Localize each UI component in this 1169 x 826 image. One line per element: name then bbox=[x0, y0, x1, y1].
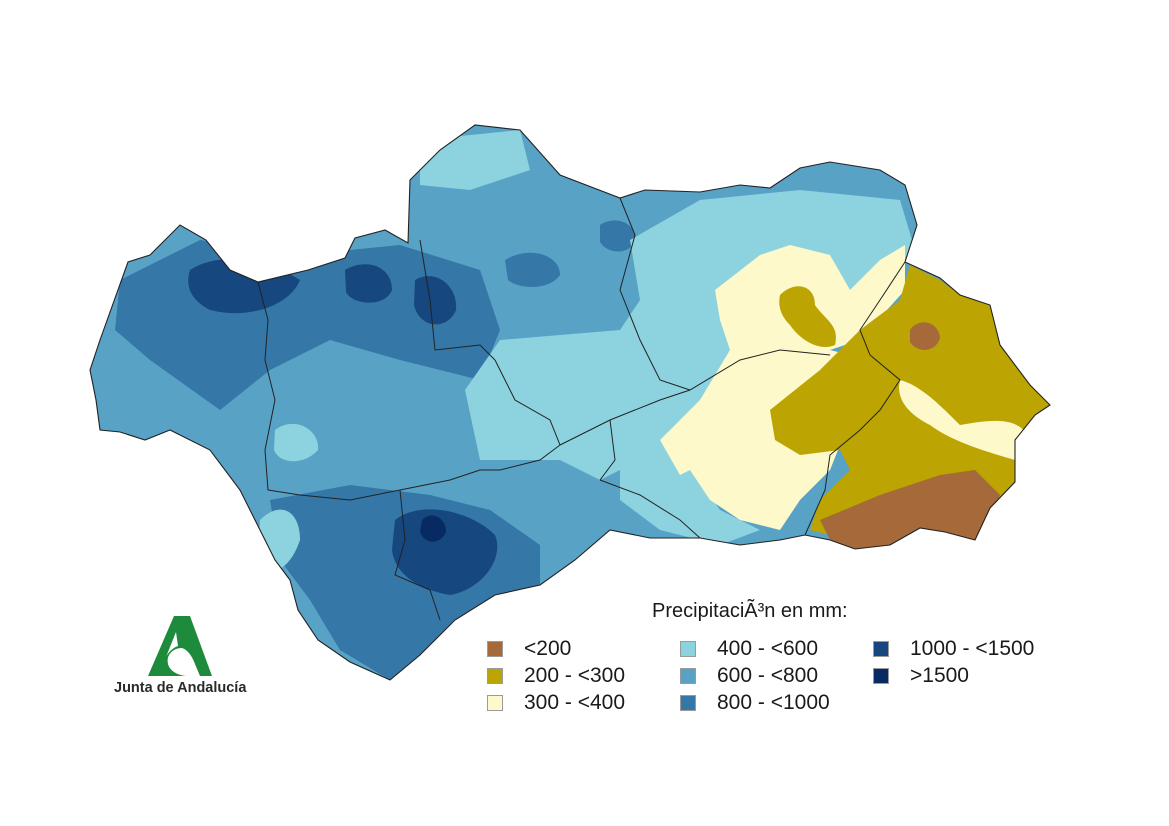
border-malaga-granada-south bbox=[599, 479, 701, 539]
legend-swatch bbox=[873, 641, 889, 657]
zone-1000-1500-sierra-norte bbox=[345, 264, 392, 303]
logo-a-symbol bbox=[148, 616, 212, 676]
border-huelva-sevilla bbox=[257, 281, 276, 491]
legend-item-400-600: 400 - <600 bbox=[680, 637, 818, 661]
legend-swatch bbox=[487, 695, 503, 711]
legend-title: PrecipitaciÃ³n en mm: bbox=[652, 600, 848, 622]
legend-item-800-1000: 800 - <1000 bbox=[680, 691, 830, 715]
andalusia-outline bbox=[89, 124, 1051, 681]
border-malaga-granada-west bbox=[599, 419, 616, 481]
junta-de-andalucia-logo bbox=[148, 616, 212, 676]
zone-under-200-baza-core bbox=[910, 322, 940, 350]
legend-item-200-300: 200 - <300 bbox=[487, 664, 625, 688]
zone-800-1000-jaen-north bbox=[600, 220, 636, 252]
legend-label: 1000 - <1500 bbox=[910, 637, 1035, 660]
zone-under-200-cabo-de-gata bbox=[820, 470, 1000, 549]
border-sevilla-cadiz-malaga bbox=[267, 469, 481, 501]
legend-label: 300 - <400 bbox=[524, 691, 626, 714]
legend-item-over-1500: >1500 bbox=[873, 664, 969, 688]
legend-item-under-200: <200 bbox=[487, 637, 571, 661]
legend-swatch bbox=[873, 668, 889, 684]
legend-label: 200 - <300 bbox=[524, 664, 626, 687]
border-sevilla-cordoba bbox=[419, 239, 496, 361]
legend-swatch bbox=[487, 668, 503, 684]
logo-text: Junta de Andalucía bbox=[114, 680, 247, 696]
legend-swatch bbox=[680, 695, 696, 711]
zone-300-400-almeria-corridor bbox=[899, 380, 1030, 460]
legend-label: <200 bbox=[524, 637, 572, 660]
zone-1000-1500-grazalema bbox=[392, 509, 498, 595]
legend-label: 800 - <1000 bbox=[717, 691, 830, 714]
province-borders bbox=[257, 197, 906, 621]
zone-400-600-granada-south bbox=[620, 430, 760, 545]
border-cordoba-jaen bbox=[619, 197, 691, 391]
zone-over-1500-grazalema-core bbox=[420, 515, 446, 542]
legend-label: 400 - <600 bbox=[717, 637, 819, 660]
legend-swatch bbox=[680, 641, 696, 657]
zone-400-600-sevilla-campina bbox=[274, 423, 319, 462]
zone-200-300-baza bbox=[779, 286, 836, 348]
legend-swatch bbox=[487, 641, 503, 657]
zone-1000-1500-cordoba-north bbox=[414, 276, 457, 325]
zone-800-1000-pedroches bbox=[505, 252, 560, 287]
legend-swatch bbox=[680, 668, 696, 684]
legend-label: 600 - <800 bbox=[717, 664, 819, 687]
legend-item-1000-1500: 1000 - <1500 bbox=[873, 637, 1034, 661]
border-granada-almeria bbox=[804, 261, 906, 536]
legend-item-300-400: 300 - <400 bbox=[487, 691, 625, 715]
border-cadiz-malaga bbox=[394, 489, 441, 621]
legend-item-600-800: 600 - <800 bbox=[680, 664, 818, 688]
legend-label: >1500 bbox=[910, 664, 969, 687]
